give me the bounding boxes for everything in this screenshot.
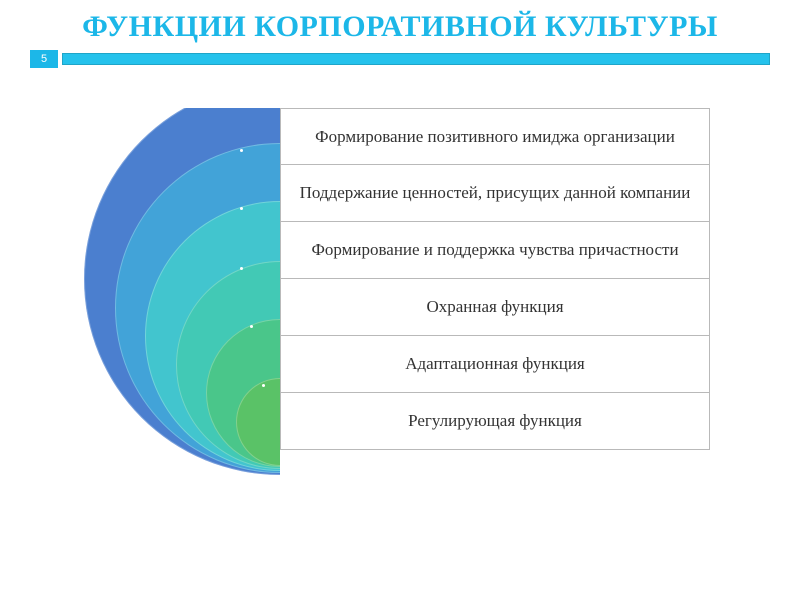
function-item-label: Адаптационная функция xyxy=(405,353,585,374)
functions-list: Формирование позитивного имиджа организа… xyxy=(280,108,710,450)
function-item: Охранная функция xyxy=(280,279,710,336)
function-item: Регулирующая функция xyxy=(280,393,710,450)
function-item: Поддержание ценностей, присущих данной к… xyxy=(280,165,710,222)
arc-dot xyxy=(240,207,243,210)
function-item-label: Охранная функция xyxy=(426,296,563,317)
function-item-label: Формирование позитивного имиджа организа… xyxy=(315,126,675,147)
page-indicator-bar: 5 xyxy=(30,50,770,68)
arc-dot xyxy=(240,149,243,152)
arc-dot xyxy=(240,267,243,270)
page-title: ФУНКЦИИ КОРПОРАТИВНОЙ КУЛЬТУРЫ xyxy=(0,0,800,44)
function-item: Формирование позитивного имиджа организа… xyxy=(280,108,710,165)
concentric-arcs xyxy=(80,108,280,490)
function-item-label: Формирование и поддержка чувства причаст… xyxy=(311,239,678,260)
function-item: Адаптационная функция xyxy=(280,336,710,393)
functions-diagram: Формирование позитивного имиджа организа… xyxy=(80,108,720,488)
function-item-label: Поддержание ценностей, присущих данной к… xyxy=(300,182,691,203)
page-bar-fill xyxy=(62,53,770,65)
page-number: 5 xyxy=(30,50,58,68)
function-item-label: Регулирующая функция xyxy=(408,410,582,431)
function-item: Формирование и поддержка чувства причаст… xyxy=(280,222,710,279)
